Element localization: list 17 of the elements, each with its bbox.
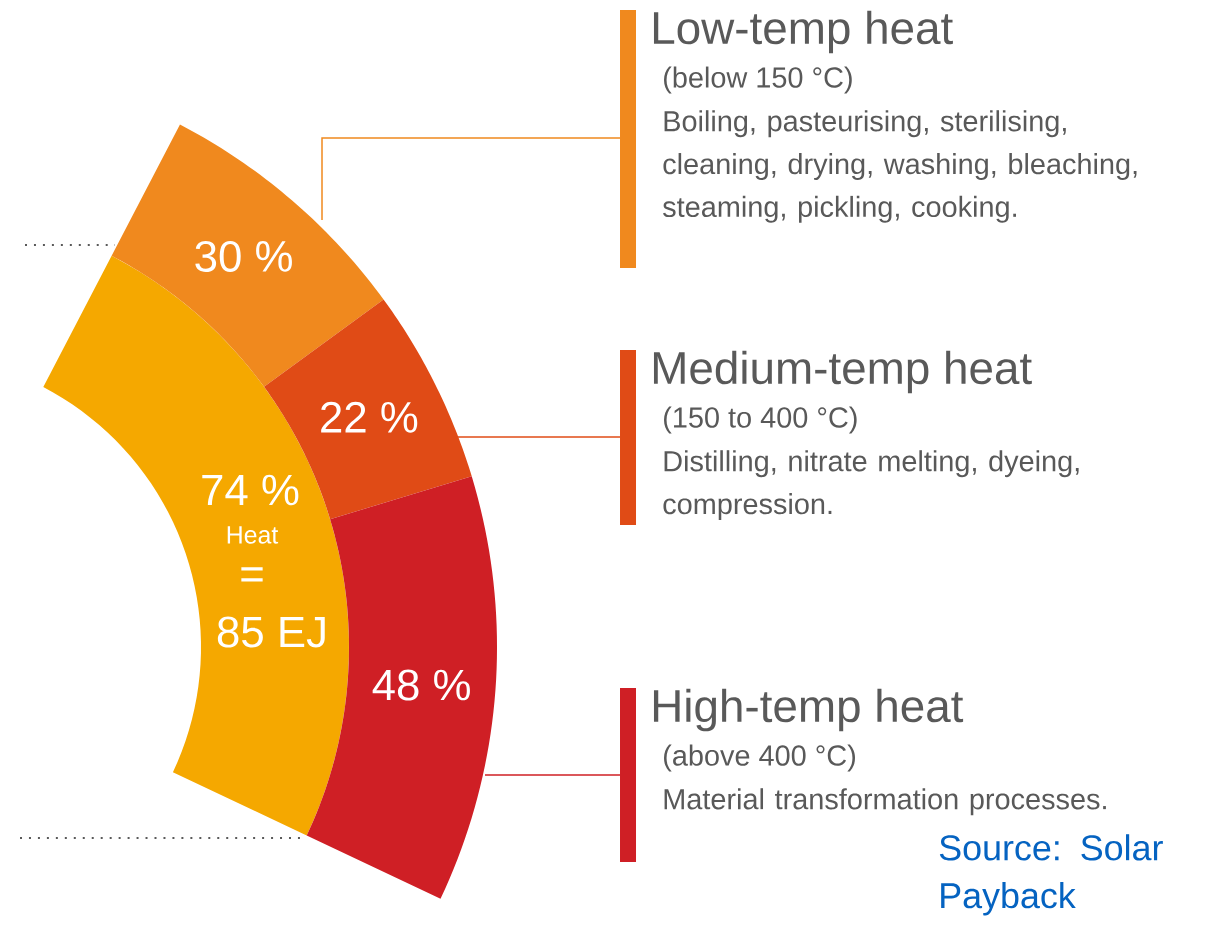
legend-label: High-temp heat <box>653 688 964 732</box>
data-label: 48 % <box>372 669 470 701</box>
text: Heat <box>227 526 279 544</box>
text: Distilling, nitrate melting, dyeing, compression. <box>663 450 1079 520</box>
data-label: 22 % <box>321 401 418 433</box>
legend-label: Medium-temp heat <box>653 350 1032 394</box>
text: 85 EJ <box>217 616 325 648</box>
text: (below 150 °C) <box>664 66 852 94</box>
legend-label: Low-temp heat <box>653 10 953 54</box>
text: Material transformation processes. <box>664 788 1106 816</box>
text: (above 400 °C) <box>664 744 855 772</box>
text: 74 % <box>202 474 299 506</box>
text: Boiling, pasteurising, sterilising, cleaning, drying, washing, bleaching, steaming, pickling, cooking. <box>663 110 1137 223</box>
text: = <box>241 567 263 582</box>
source-note: Source: Solar Payback <box>939 834 1163 916</box>
data-label: 30 % <box>195 240 292 272</box>
text: (150 to 400 °C) <box>664 406 857 434</box>
